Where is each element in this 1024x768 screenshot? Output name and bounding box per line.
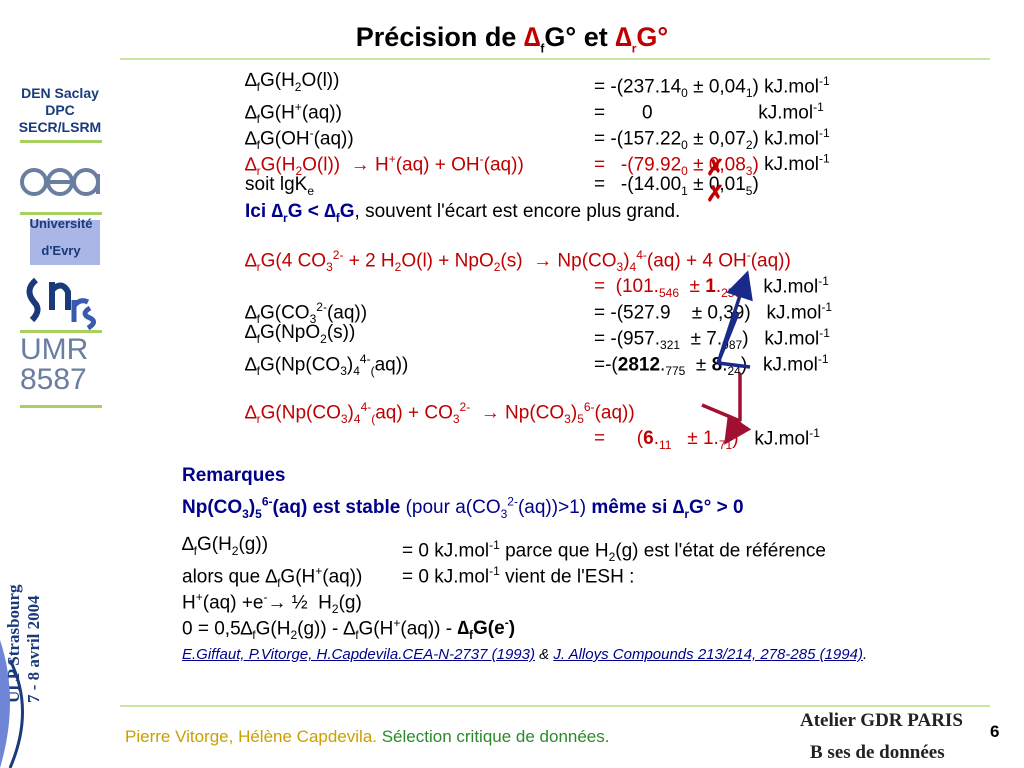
sidebar-divider xyxy=(20,405,102,408)
eq-line-10-right: = -(957.321 ± 7.987) kJ.mol-1 xyxy=(594,326,830,353)
slide-title: Précision de ∆fG° et ∆rG° xyxy=(355,22,669,56)
cea-logo xyxy=(20,168,100,196)
remark-line-3-left: alors que ∆fG(H+(aq)) xyxy=(182,564,363,591)
university-label: Université d'Evry xyxy=(29,216,93,258)
eq-line-13: = (6.11 ± 1.71) kJ.mol-1 xyxy=(594,426,820,453)
university-logo-shape xyxy=(30,220,100,265)
eq-line-5-left: soit lgKe xyxy=(245,174,314,198)
eq-line-6: Ici ∆rG < ∆fG, souvent l'écart est encor… xyxy=(245,201,681,225)
eq-line-11-left: ∆fG(Np(CO3)44-(aq)) xyxy=(245,352,409,379)
eq-line-8: = (101.546 ± 1.256) kJ.mol-1 xyxy=(594,274,829,301)
remark-line-1: Np(CO3)56-(aq) est stable (pour a(CO32-(… xyxy=(182,495,744,522)
remark-line-4: H+(aq) +e-→ ½ H2(g) xyxy=(182,590,362,617)
page-number: 6 xyxy=(990,722,1000,741)
sidebar-divider xyxy=(20,212,102,215)
eq-line-1-left: ∆fG(H2O(l)) xyxy=(245,70,340,94)
remark-line-3-right: = 0 kJ.mol-1 vient de l'ESH : xyxy=(402,564,635,588)
references: E.Giffaut, P.Vitorge, H.Capdevila.CEA-N-… xyxy=(182,646,868,663)
sidebar-wave xyxy=(0,640,24,768)
reference-link-1[interactable]: E.Giffaut, P.Vitorge, H.Capdevila.CEA-N-… xyxy=(182,646,535,663)
workshop-title: Atelier GDR PARIS xyxy=(800,710,963,731)
eq-line-9-left: ∆fG(CO32-(aq)) xyxy=(245,300,368,327)
eq-line-4-left: ∆rG(H2O(l)) → H+(aq) + OH-(aq)) xyxy=(245,152,524,179)
eq-line-4-right: = -(79.920 ± 0,083) kJ.mol-1 xyxy=(594,152,830,179)
footer-credits: Pierre Vitorge, Hélène Capdevila. Sélect… xyxy=(125,727,610,746)
eq-line-7: ∆rG(4 CO32- + 2 H2O(l) + NpO2(s) → Np(CO… xyxy=(245,248,791,275)
eq-line-11-right: =-(2812.775 ± 8.24) kJ.mol-1 xyxy=(594,352,829,379)
eq-line-1-right: = -(237.140 ± 0,041) kJ.mol-1 xyxy=(594,74,830,101)
sidebar-divider xyxy=(20,330,102,333)
remark-line-2-left: ∆fG(H2(g)) xyxy=(182,534,269,558)
calculation-arrows xyxy=(701,270,753,445)
cross-mark-icon: ✗ xyxy=(706,155,725,180)
workshop-subtitle: B ses de données xyxy=(810,742,945,763)
eq-line-5-right: = -(14.001 ± 0,015) xyxy=(594,174,759,198)
eq-line-2-right: = 0 kJ.mol-1 xyxy=(594,100,824,124)
top-divider xyxy=(120,58,990,60)
reference-link-2[interactable]: J. Alloys Compounds 213/214, 278-285 (19… xyxy=(553,646,863,663)
remark-line-2-right: = 0 kJ.mol-1 parce que H2(g) est l'état … xyxy=(402,538,826,565)
org-block: DEN Saclay DPC SECR/LSRM xyxy=(18,85,102,135)
eq-line-3-right: = -(157.220 ± 0,072) kJ.mol-1 xyxy=(594,126,830,153)
eq-line-3-left: ∆fG(OH-(aq)) xyxy=(245,126,354,153)
eq-line-10-left: ∆fG(NpO2(s)) xyxy=(245,322,356,346)
eq-line-2-left: ∆fG(H+(aq)) xyxy=(245,100,342,127)
remarks-heading: Remarques xyxy=(182,465,286,486)
cross-mark-icon: ✗ xyxy=(706,181,725,206)
sidebar-divider xyxy=(20,140,102,143)
remark-line-5: 0 = 0,5∆fG(H2(g)) - ∆fG(H+(aq)) - ∆fG(e-… xyxy=(182,616,516,643)
cnrs-logo xyxy=(26,277,96,330)
eq-line-9-right: = -(527.9 ± 0,39) kJ.mol-1 xyxy=(594,300,833,324)
eq-line-12: ∆rG(Np(CO3)44-(aq) + CO32- → Np(CO3)56-(… xyxy=(245,400,635,427)
bottom-divider xyxy=(120,705,990,707)
umr-label: UMR 8587 xyxy=(20,333,89,396)
